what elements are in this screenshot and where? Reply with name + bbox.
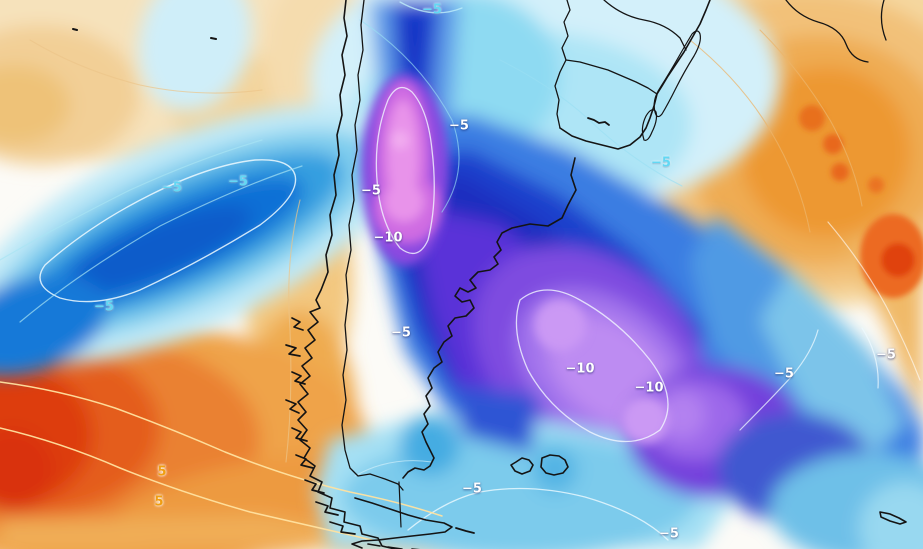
falkland-west [510, 457, 534, 475]
warm-anomaly-hotspots [799, 105, 923, 298]
brazil-border-2 [785, 0, 869, 63]
lagoa-dos-patos [653, 30, 701, 118]
tdf-border [398, 481, 402, 528]
falkland-east [540, 454, 569, 476]
chilean-archipelago [285, 317, 356, 535]
tierra-del-fuego [351, 497, 453, 549]
coastlines [72, 0, 907, 549]
south-georgia [879, 511, 907, 525]
andes-border [341, 0, 404, 491]
chile-coastline [297, 0, 396, 549]
pacific-islets [72, 28, 217, 40]
lagoa-mirim [641, 109, 658, 141]
uruguay-north-border [565, 59, 658, 95]
isla-de-los-estados [455, 527, 475, 534]
brazil-border-1 [603, 0, 687, 51]
argentina-atlantic-coast [402, 157, 577, 479]
brazil-border-3 [880, 0, 887, 41]
uruguay-lake-squiggle [587, 117, 610, 126]
